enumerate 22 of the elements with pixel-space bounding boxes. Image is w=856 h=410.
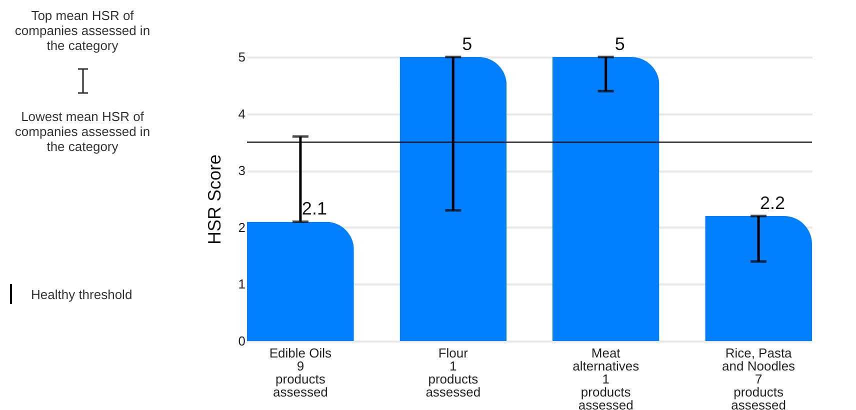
y-tick-label: 3 <box>238 163 246 178</box>
bar <box>705 216 812 341</box>
bar <box>552 57 660 341</box>
data-label: 5 <box>614 34 625 54</box>
y-tick-label: 0 <box>238 334 246 348</box>
y-tick-label: 2 <box>238 220 246 235</box>
y-tick-label: 4 <box>238 106 246 122</box>
bar <box>400 57 507 341</box>
x-tick-label: Meat alternatives 1 products assessed <box>572 346 640 410</box>
bar <box>247 222 354 341</box>
x-tick-label: Flour 1 products assessed <box>426 346 481 400</box>
data-label: 5 <box>462 34 472 54</box>
y-tick-label: 1 <box>238 276 246 292</box>
legend-label: Healthy threshold <box>31 286 132 302</box>
y-tick-label: 5 <box>238 50 246 64</box>
y-axis-title: HSR Score <box>204 154 224 245</box>
data-label: 2.2 <box>760 193 786 214</box>
text: Top mean HSR of companies assessed in the category <box>14 8 152 53</box>
text: Lowest mean HSR of companies assessed in the category <box>14 109 152 154</box>
data-label: 2.1 <box>302 198 327 219</box>
x-tick-label: Edible Oils 9 products assessed <box>269 346 332 400</box>
x-tick-label: Rice, Pasta and Noodles 7 products assessed <box>722 346 796 410</box>
